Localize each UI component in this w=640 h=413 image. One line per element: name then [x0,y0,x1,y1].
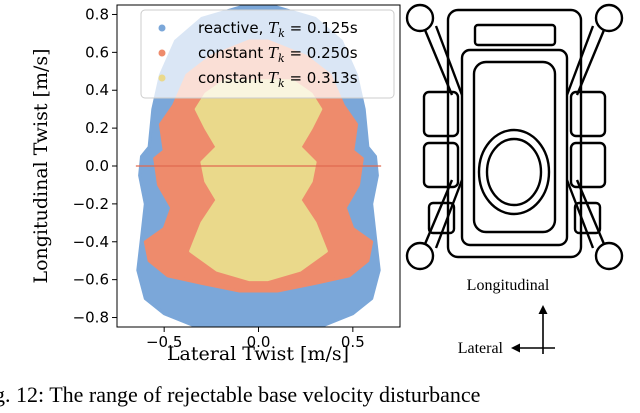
legend: reactive, Tk = 0.125s constant Tk = 0.250… [140,9,395,99]
chassis-outer [446,8,583,259]
legend-marker-1 [158,24,166,32]
side-pad [422,90,460,138]
side-pad [427,201,456,235]
x-axis-label: Lateral Twist [m/s] [167,343,349,365]
figure-caption: g. 12: The range of rejectable base velo… [0,382,480,407]
x-tick-label: 0.0 [247,333,271,351]
y-tick-label: 0.0 [85,157,109,175]
scatter-chart: −0.5 0.0 0.5 −0.8 −0.6 −0.4 −0.2 0.0 0.2 0.4 0.6 0… [30,4,401,365]
y-tick-label: 0.8 [85,5,109,23]
y-axis-label: Longitudinal Twist [m/s] [30,48,52,283]
robot-diagram [405,3,624,271]
top-sensor [477,128,551,216]
y-tick-label: −0.2 [73,195,109,213]
y-tick-label: −0.4 [73,233,109,251]
side-pad [569,141,607,189]
longitudinal-arrowhead-icon [538,305,548,314]
y-tick-label: 0.6 [85,43,109,61]
longitudinal-label: Longitudinal [467,277,550,294]
side-pad [573,201,602,235]
front-bumper [473,23,557,47]
wheel-front-left [405,3,435,33]
wheel-front-right [594,3,624,33]
legend-label-2: constant Tk = 0.250s [198,44,358,65]
x-tick-label: −0.5 [146,333,182,351]
y-axis-ticks: −0.8 −0.6 −0.4 −0.2 0.0 0.2 0.4 0.6 0.8 [73,5,117,327]
lateral-label: Lateral [458,340,504,357]
wheel-rear-right [594,241,624,271]
side-pad [569,90,607,138]
x-tick-label: 0.5 [341,333,365,351]
wheel-rear-left [405,241,435,271]
series-region-3 [189,79,328,282]
legend-label-3: constant Tk = 0.313s [198,69,358,90]
lateral-arrowhead-icon [511,343,520,353]
legend-marker-2 [158,49,166,57]
legend-label-1: reactive, Tk = 0.125s [198,19,358,40]
y-tick-label: −0.8 [73,309,109,327]
y-tick-label: −0.6 [73,271,109,289]
chassis-frame [460,48,569,247]
side-pad [422,141,460,189]
x-axis-ticks: −0.5 0.0 0.5 [146,327,365,351]
legend-box [140,9,395,99]
legend-marker-3 [158,74,166,82]
y-tick-label: 0.4 [85,81,109,99]
top-sensor-inner [485,137,543,207]
direction-indicator: Longitudinal Lateral [458,277,555,357]
chassis-inner [472,60,557,234]
y-tick-label: 0.2 [85,119,109,137]
